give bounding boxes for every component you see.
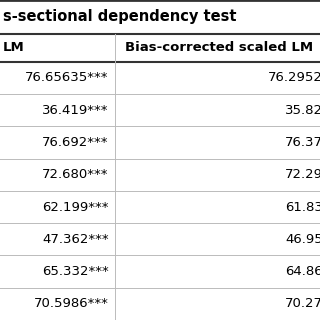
Text: 70.27: 70.27 (285, 297, 320, 310)
Text: 76.2952: 76.2952 (268, 71, 320, 84)
Text: 65.332***: 65.332*** (42, 265, 109, 278)
Text: 72.29: 72.29 (285, 168, 320, 181)
Text: 36.419***: 36.419*** (42, 104, 109, 117)
Text: 76.37: 76.37 (285, 136, 320, 149)
Text: 72.680***: 72.680*** (42, 168, 109, 181)
Text: 76.65635***: 76.65635*** (25, 71, 109, 84)
Text: 62.199***: 62.199*** (42, 201, 109, 213)
Text: LM: LM (3, 41, 25, 54)
Text: Bias-corrected scaled LM: Bias-corrected scaled LM (125, 41, 313, 54)
Text: 47.362***: 47.362*** (42, 233, 109, 246)
Text: 76.692***: 76.692*** (42, 136, 109, 149)
Text: 46.95: 46.95 (285, 233, 320, 246)
Text: 64.86: 64.86 (285, 265, 320, 278)
Text: s-sectional dependency test: s-sectional dependency test (3, 9, 237, 24)
Text: 61.83: 61.83 (285, 201, 320, 213)
Text: 35.82: 35.82 (285, 104, 320, 117)
Text: 70.5986***: 70.5986*** (34, 297, 109, 310)
